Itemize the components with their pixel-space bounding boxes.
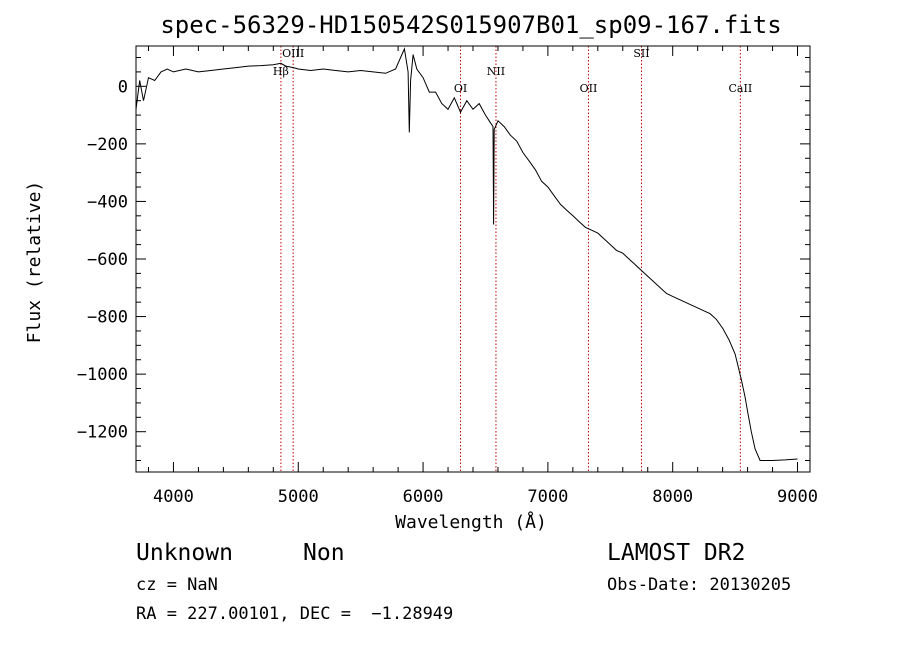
y-tick-label: −200 — [87, 135, 128, 155]
x-tick-label: 6000 — [403, 487, 444, 507]
x-axis: 4000 5000 6000 7000 8000 9000 — [147, 46, 818, 507]
y-tick-label: −600 — [87, 250, 128, 270]
y-tick-label: −1000 — [77, 365, 128, 385]
spectrum-line — [135, 47, 798, 461]
radec-text: RA = 227.00101, DEC = −1.28949 — [136, 604, 454, 624]
y-tick-label: −1200 — [77, 423, 128, 443]
x-tick-label: 5000 — [278, 487, 319, 507]
obs-date-text: Obs-Date: 20130205 — [607, 575, 792, 595]
line-label-SII: SII — [633, 47, 649, 60]
line-label-OIII: OIII — [282, 47, 304, 60]
object-class: Unknown — [136, 540, 233, 566]
x-axis-label: Wavelength (Å) — [395, 511, 547, 533]
line-label-Hβ: Hβ — [273, 65, 289, 78]
line-label-OI: OI — [454, 82, 467, 95]
y-tick-label: −400 — [87, 192, 128, 212]
survey-name: LAMOST DR2 — [607, 540, 746, 566]
line-label-CaII: CaII — [729, 82, 753, 95]
y-tick-label: 0 — [118, 77, 128, 97]
x-tick-label: 7000 — [527, 487, 568, 507]
y-axis: 0 −200 −400 −600 −800 −1000 −1200 — [77, 57, 810, 461]
chart-title: spec-56329-HD150542S015907B01_sp09-167.f… — [160, 11, 781, 39]
x-tick-label: 8000 — [652, 487, 693, 507]
emission-line-markers: Hβ OIII OI NII OII SII CaII — [273, 46, 752, 472]
line-label-OII: OII — [580, 82, 598, 95]
y-axis-label: Flux (relative) — [24, 181, 45, 344]
x-tick-label: 4000 — [153, 487, 194, 507]
y-tick-label: −800 — [87, 308, 128, 328]
x-tick-label: 9000 — [777, 487, 818, 507]
line-label-NII: NII — [487, 65, 505, 78]
object-subclass: Non — [303, 540, 345, 566]
redshift-text: cz = NaN — [136, 575, 218, 595]
